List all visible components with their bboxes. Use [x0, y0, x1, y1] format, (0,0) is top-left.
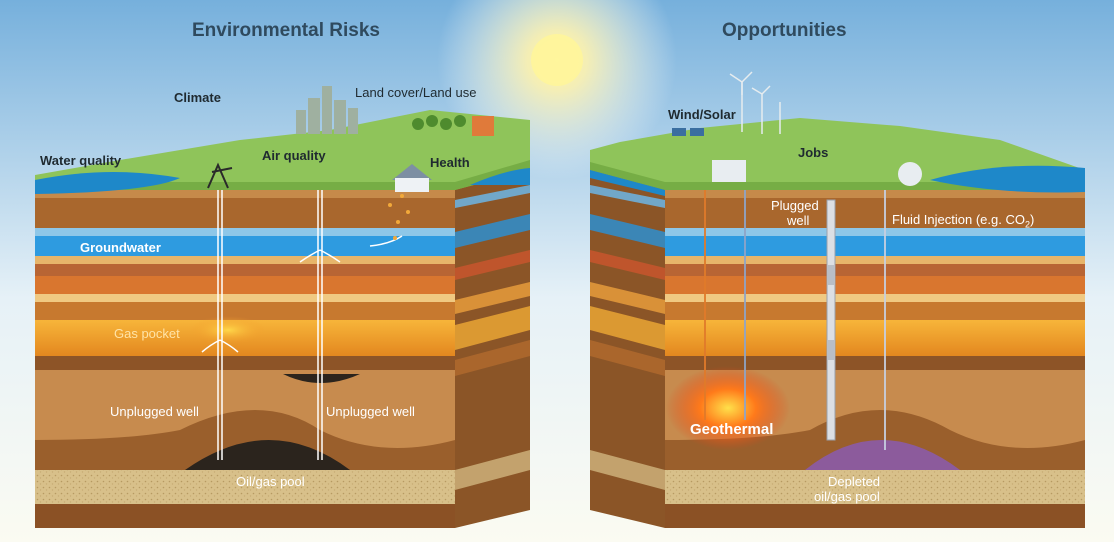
plugged-well-label-2: well	[787, 213, 810, 228]
water-quality-label: Water quality	[40, 153, 122, 168]
wind-solar-label: Wind/Solar	[668, 107, 736, 122]
unplugged-well-label-2: Unplugged well	[326, 404, 415, 419]
risks-title: Environmental Risks	[192, 20, 380, 41]
fluid-injection-label: Fluid Injection (e.g. CO2)	[892, 212, 1034, 230]
oil-gas-pool-label: Oil/gas pool	[236, 474, 305, 489]
land-cover-label: Land cover/Land use	[355, 85, 477, 100]
fluid-injection-close: )	[1029, 212, 1035, 227]
jobs-label: Jobs	[798, 145, 829, 160]
plugged-well-label-1: Plugged	[771, 198, 819, 213]
climate-label: Climate	[174, 90, 221, 105]
gas-pocket-label: Gas pocket	[114, 326, 180, 341]
opportunities-title: Opportunities	[722, 20, 847, 41]
air-quality-label: Air quality	[262, 148, 326, 163]
geothermal-label: Geothermal	[690, 421, 774, 438]
groundwater-label: Groundwater	[80, 240, 161, 255]
depleted-label-1: Depleted	[828, 474, 881, 489]
depleted-label-2: oil/gas pool	[814, 489, 880, 504]
health-label: Health	[430, 155, 470, 170]
fluid-injection-text: Fluid Injection (e.g. CO	[892, 212, 1025, 227]
unplugged-well-label-1: Unplugged well	[110, 404, 199, 419]
fluid-injection-subscript: 2	[1024, 219, 1030, 230]
